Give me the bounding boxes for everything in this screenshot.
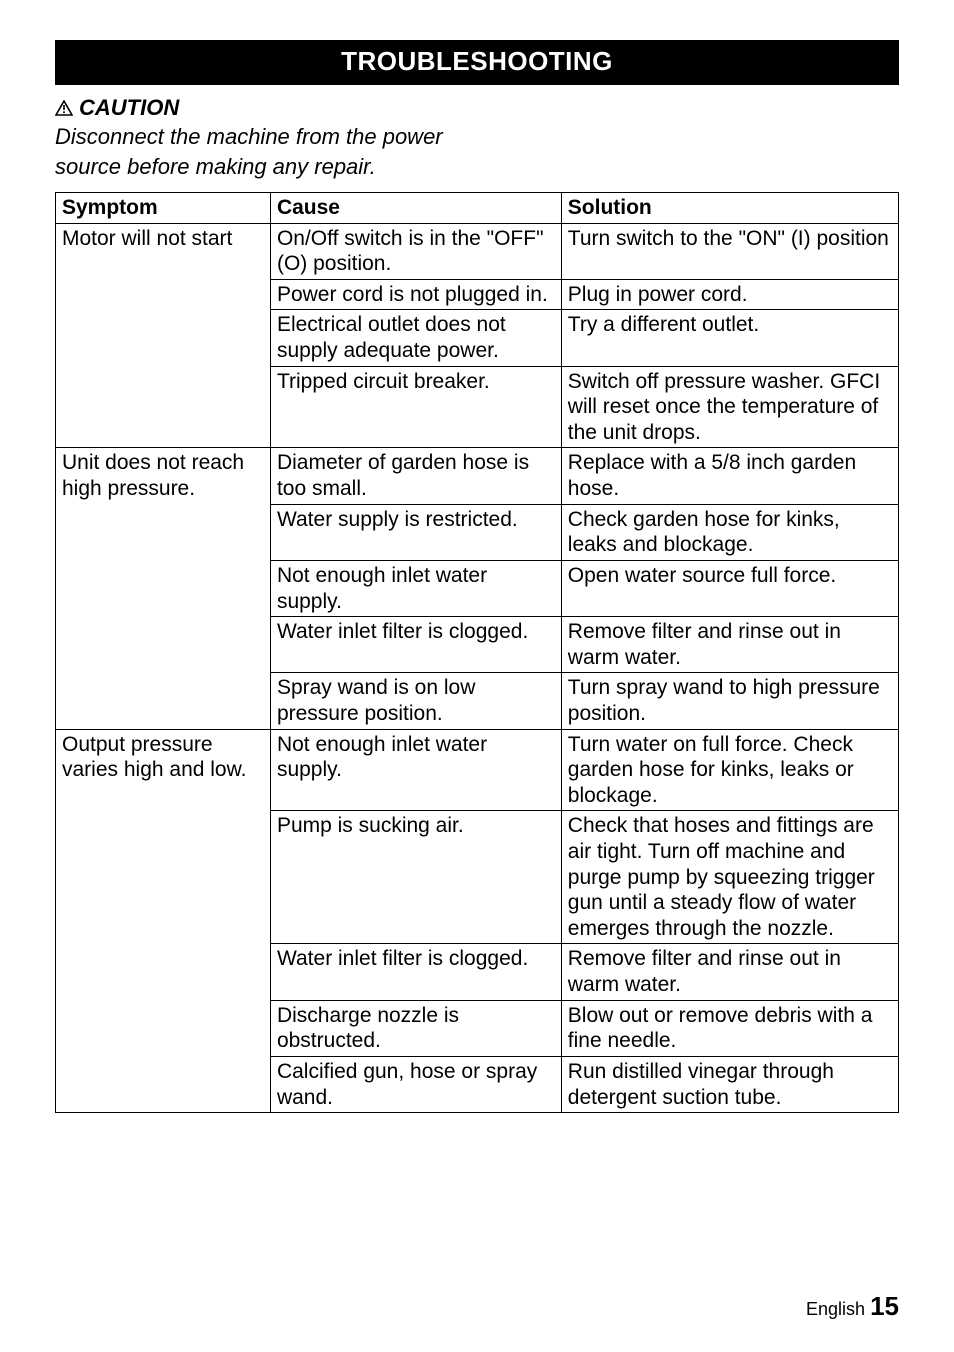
cause-cell: Electrical outlet does not supply adequa… [270, 310, 561, 366]
col-solution: Solution [561, 193, 898, 224]
solution-cell: Plug in power cord. [561, 279, 898, 310]
cause-cell: Pump is sucking air. [270, 811, 561, 944]
caution-text-line2: source before making any repair. [55, 153, 899, 181]
solution-cell: Remove filter and rinse out in warm wate… [561, 617, 898, 673]
cause-cell: Not enough inlet water supply. [270, 560, 561, 616]
solution-cell: Replace with a 5/8 inch garden hose. [561, 448, 898, 504]
solution-cell: Open water source full force. [561, 560, 898, 616]
footer-page-number: 15 [870, 1291, 899, 1321]
cause-cell: Tripped circuit breaker. [270, 366, 561, 448]
table-row: Output pressure varies high and low.Not … [56, 729, 899, 811]
table-row: Motor will not startOn/Off switch is in … [56, 223, 899, 279]
solution-cell: Blow out or remove debris with a fine ne… [561, 1000, 898, 1056]
col-symptom: Symptom [56, 193, 271, 224]
solution-cell: Remove filter and rinse out in warm wate… [561, 944, 898, 1000]
table-row: Unit does not reach high pressure.Diamet… [56, 448, 899, 504]
symptom-cell: Output pressure varies high and low. [56, 729, 271, 1113]
cause-cell: Calcified gun, hose or spray wand. [270, 1056, 561, 1112]
symptom-cell: Motor will not start [56, 223, 271, 448]
cause-cell: Water inlet filter is clogged. [270, 617, 561, 673]
troubleshooting-table: Symptom Cause Solution Motor will not st… [55, 192, 899, 1113]
cause-cell: Not enough inlet water supply. [270, 729, 561, 811]
solution-cell: Run distilled vinegar through detergent … [561, 1056, 898, 1112]
caution-label: CAUTION [79, 95, 179, 121]
section-title: TROUBLESHOOTING [55, 40, 899, 85]
cause-cell: On/Off switch is in the "OFF" (O) positi… [270, 223, 561, 279]
solution-cell: Check that hoses and fittings are air ti… [561, 811, 898, 944]
col-cause: Cause [270, 193, 561, 224]
symptom-cell: Unit does not reach high pressure. [56, 448, 271, 729]
table-header-row: Symptom Cause Solution [56, 193, 899, 224]
footer-language: English [806, 1299, 865, 1319]
solution-cell: Check garden hose for kinks, leaks and b… [561, 504, 898, 560]
cause-cell: Diameter of garden hose is too small. [270, 448, 561, 504]
solution-cell: Switch off pressure washer. GFCI will re… [561, 366, 898, 448]
cause-cell: Spray wand is on low pressure position. [270, 673, 561, 729]
cause-cell: Power cord is not plugged in. [270, 279, 561, 310]
solution-cell: Turn switch to the "ON" (I) position [561, 223, 898, 279]
table-body: Motor will not startOn/Off switch is in … [56, 223, 899, 1113]
caution-heading: CAUTION [55, 95, 899, 121]
solution-cell: Turn spray wand to high pressure positio… [561, 673, 898, 729]
caution-text-line1: Disconnect the machine from the power [55, 123, 899, 151]
warning-triangle-icon [55, 100, 73, 116]
cause-cell: Discharge nozzle is obstructed. [270, 1000, 561, 1056]
page-footer: English 15 [806, 1291, 899, 1322]
document-page: TROUBLESHOOTING CAUTION Disconnect the m… [0, 0, 954, 1352]
cause-cell: Water inlet filter is clogged. [270, 944, 561, 1000]
solution-cell: Turn water on full force. Check garden h… [561, 729, 898, 811]
caution-block: CAUTION Disconnect the machine from the … [55, 95, 899, 180]
solution-cell: Try a different outlet. [561, 310, 898, 366]
cause-cell: Water supply is restricted. [270, 504, 561, 560]
